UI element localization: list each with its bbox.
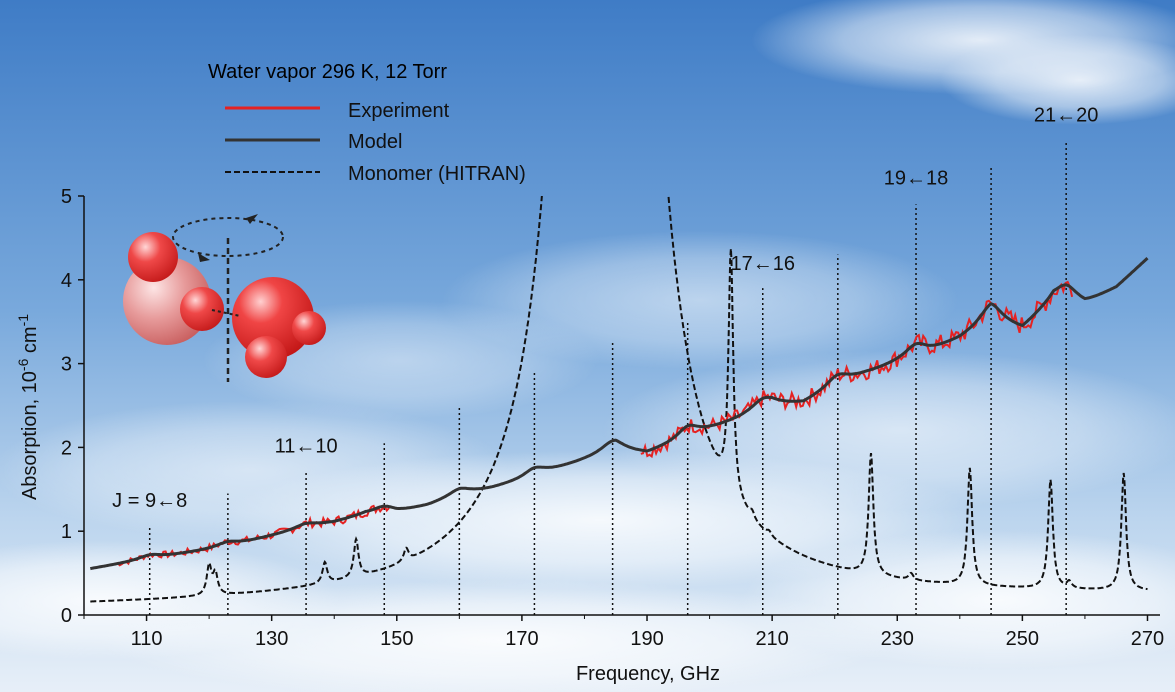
band-labels: J = 9←8 11←10 17←16 19←18 21←20 [112, 105, 1098, 512]
band-label: 21←20 [1034, 105, 1099, 127]
x-tick-label: 130 [255, 628, 288, 650]
x-tick-label: 190 [630, 628, 663, 650]
rotation-arrow-icon [198, 253, 210, 262]
hydrogen-bond-icon [211, 309, 241, 317]
band-label: 19←18 [884, 167, 949, 189]
y-tick-label: 1 [61, 521, 72, 543]
y-tick-label: 2 [61, 437, 72, 459]
y-tick-label: 4 [61, 270, 72, 292]
x-tick-label: 230 [881, 628, 914, 650]
legend: Experiment Model Monomer (HITRAN) [225, 100, 526, 185]
hydrogen-atom-icon [292, 311, 326, 345]
x-tick-label: 250 [1006, 628, 1039, 650]
x-axis-label: Frequency, GHz [576, 663, 720, 685]
rotation-arrow-icon [246, 214, 258, 224]
legend-label-monomer: Monomer (HITRAN) [348, 163, 526, 185]
x-tick-label: 170 [505, 628, 538, 650]
oxygen-atom-icon [232, 277, 314, 359]
hydrogen-atom-icon [180, 287, 224, 331]
x-tick-label: 210 [755, 628, 788, 650]
y-axis-label: Absorption, 10-6 cm-1 [15, 314, 41, 500]
y-tick-label: 3 [61, 354, 72, 376]
legend-label-experiment: Experiment [348, 100, 450, 122]
chart-title: Water vapor 296 K, 12 Torr [208, 61, 447, 83]
band-label: 11←10 [275, 436, 338, 458]
x-tick-label: 110 [131, 628, 163, 650]
dimer-line-markers [148, 141, 1067, 615]
hydrogen-atom-icon [128, 232, 178, 282]
band-label: J = 9←8 [112, 490, 187, 512]
dimer-molecule-illustration [123, 214, 326, 382]
band-label: 17←16 [731, 253, 796, 275]
y-tick-label: 0 [61, 605, 72, 627]
series-model [90, 257, 1149, 571]
x-tick-label: 150 [380, 628, 413, 650]
axes: 110 130 150 170 190 210 230 250 270 0 1 2 3 4 5 [61, 186, 1164, 650]
hydrogen-atom-icon [245, 336, 287, 378]
series-monomer-hitran [90, 196, 1148, 603]
x-tick-label: 270 [1131, 628, 1164, 650]
legend-label-model: Model [348, 131, 402, 153]
rotation-orbit-icon [172, 217, 284, 257]
y-tick-label: 5 [61, 186, 72, 208]
